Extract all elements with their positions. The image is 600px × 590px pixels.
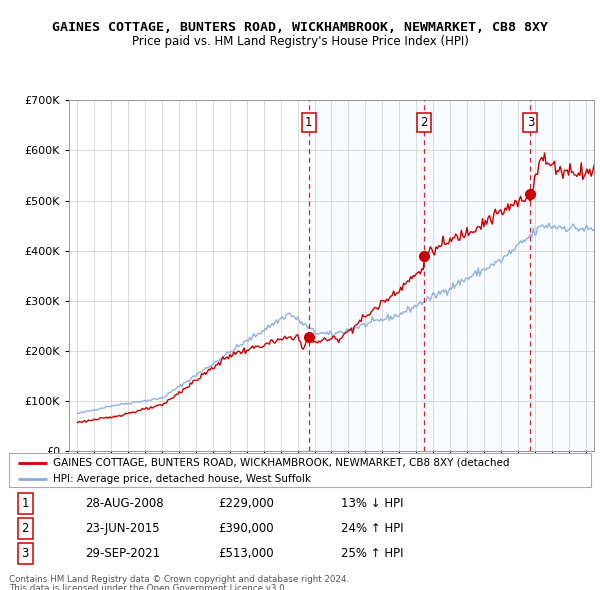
Text: 2: 2 xyxy=(421,116,428,129)
Text: £390,000: £390,000 xyxy=(218,522,274,535)
Text: 24% ↑ HPI: 24% ↑ HPI xyxy=(341,522,403,535)
Text: 3: 3 xyxy=(22,547,29,560)
Text: 2: 2 xyxy=(22,522,29,535)
Text: 25% ↑ HPI: 25% ↑ HPI xyxy=(341,547,403,560)
Text: £513,000: £513,000 xyxy=(218,547,274,560)
Text: Contains HM Land Registry data © Crown copyright and database right 2024.: Contains HM Land Registry data © Crown c… xyxy=(9,575,349,584)
FancyBboxPatch shape xyxy=(9,453,591,487)
Text: 1: 1 xyxy=(305,116,313,129)
Text: Price paid vs. HM Land Registry's House Price Index (HPI): Price paid vs. HM Land Registry's House … xyxy=(131,35,469,48)
Text: GAINES COTTAGE, BUNTERS ROAD, WICKHAMBROOK, NEWMARKET, CB8 8XY: GAINES COTTAGE, BUNTERS ROAD, WICKHAMBRO… xyxy=(52,21,548,34)
Bar xyxy=(309,100,600,451)
Text: 1: 1 xyxy=(22,497,29,510)
Text: 29-SEP-2021: 29-SEP-2021 xyxy=(85,547,160,560)
Text: 3: 3 xyxy=(527,116,534,129)
Text: 23-JUN-2015: 23-JUN-2015 xyxy=(85,522,159,535)
Text: 13% ↓ HPI: 13% ↓ HPI xyxy=(341,497,403,510)
Text: This data is licensed under the Open Government Licence v3.0.: This data is licensed under the Open Gov… xyxy=(9,584,287,590)
Text: GAINES COTTAGE, BUNTERS ROAD, WICKHAMBROOK, NEWMARKET, CB8 8XY (detached: GAINES COTTAGE, BUNTERS ROAD, WICKHAMBRO… xyxy=(53,457,509,467)
Text: 28-AUG-2008: 28-AUG-2008 xyxy=(85,497,163,510)
Text: £229,000: £229,000 xyxy=(218,497,274,510)
Text: HPI: Average price, detached house, West Suffolk: HPI: Average price, detached house, West… xyxy=(53,474,311,484)
